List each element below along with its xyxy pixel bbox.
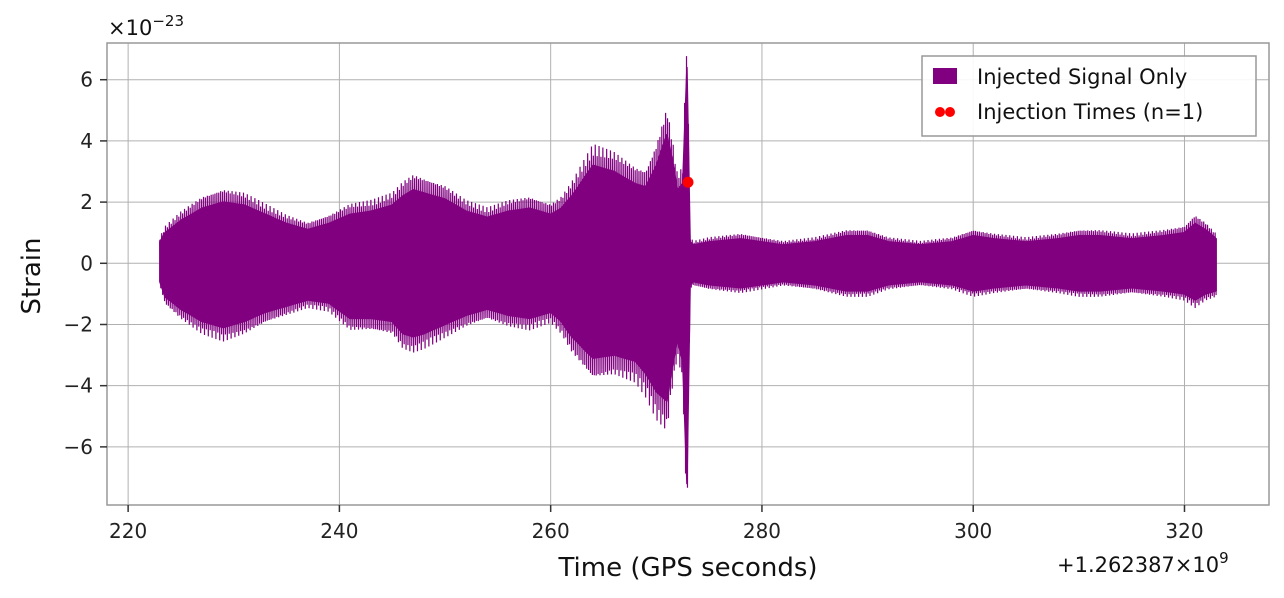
legend-injection-marker — [935, 107, 945, 117]
y-tick-label: −2 — [64, 312, 93, 336]
legend-injection-marker — [945, 107, 955, 117]
y-ticks: −6 −4 −2 0 2 4 6 — [64, 68, 107, 459]
points-layer — [682, 176, 694, 188]
x-tick-label: 260 — [532, 519, 570, 543]
x-axis-title: Time (GPS seconds) — [557, 553, 817, 583]
y-scale-base: ×10 — [108, 16, 152, 40]
legend-injection-label: Injection Times (n=1) — [977, 100, 1203, 124]
y-scale-label: ×10−23 — [108, 12, 184, 40]
legend-signal-label: Injected Signal Only — [977, 65, 1187, 89]
x-tick-label: 240 — [320, 519, 358, 543]
legend-signal-swatch — [933, 68, 957, 84]
x-offset-label: +1.262387×109 — [1057, 549, 1229, 577]
x-offset-exponent: 9 — [1219, 549, 1229, 567]
x-tick-label: 280 — [743, 519, 781, 543]
y-tick-label: 2 — [80, 190, 93, 214]
y-tick-label: 4 — [80, 129, 93, 153]
x-tick-label: 220 — [109, 519, 147, 543]
x-tick-label: 300 — [954, 519, 992, 543]
x-tick-label: 320 — [1165, 519, 1203, 543]
x-ticks: 220 240 260 280 300 320 — [109, 505, 1204, 543]
y-scale-exponent: −23 — [152, 12, 184, 30]
series-layer — [159, 56, 1217, 488]
signal-trace — [159, 56, 1217, 488]
injection-time-point — [682, 176, 694, 188]
plot-frame — [106, 42, 1270, 506]
x-offset-base: +1.262387×10 — [1057, 553, 1219, 577]
y-tick-label: −4 — [64, 374, 93, 398]
legend-frame — [921, 55, 1257, 137]
y-tick-label: −6 — [64, 435, 93, 459]
y-tick-label: 0 — [80, 251, 93, 275]
legend: Injected Signal Only Injection Times (n=… — [921, 55, 1257, 137]
y-axis-title: Strain — [17, 237, 47, 314]
y-tick-label: 6 — [80, 68, 93, 92]
